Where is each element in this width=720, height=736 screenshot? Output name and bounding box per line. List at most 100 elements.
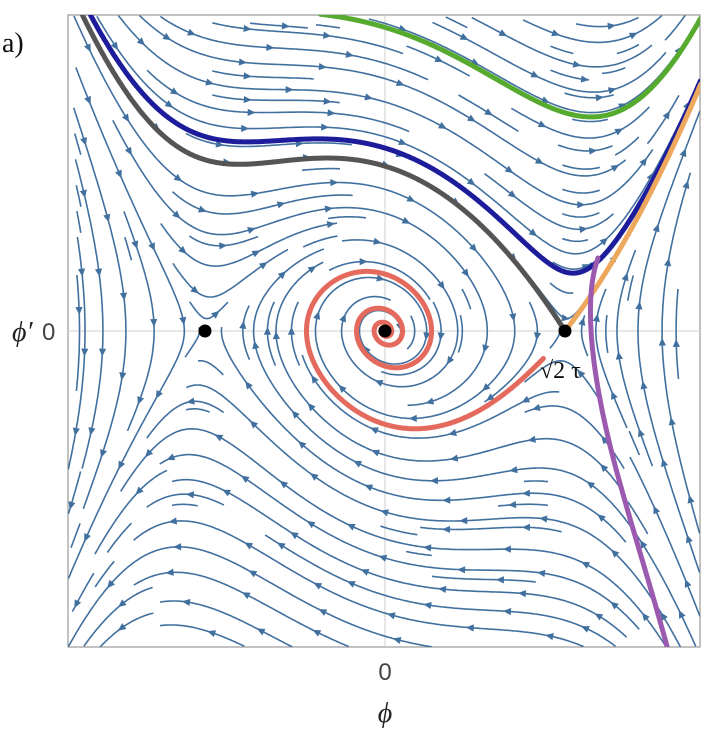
stream-arrow [635, 301, 643, 310]
stream-arrow [652, 223, 660, 233]
streamlines [68, 15, 700, 647]
stream-arrow [173, 173, 183, 182]
stream-arrow [682, 180, 690, 190]
stream-arrow [484, 108, 493, 116]
stream-arrow [186, 397, 195, 405]
stream-arrow [318, 609, 328, 616]
streamline [159, 624, 245, 647]
stream-arrow [437, 280, 445, 290]
stream-arrow [276, 542, 286, 550]
streamline [94, 469, 168, 555]
stream-arrow [534, 157, 544, 164]
streamline [146, 69, 410, 133]
panel-label: a) [2, 28, 24, 59]
streamline [250, 22, 308, 29]
streamline [212, 94, 340, 104]
trajectory [563, 81, 700, 333]
streamline [510, 106, 650, 139]
stream-arrow [353, 460, 363, 468]
stream-arrow [75, 306, 83, 315]
stream-arrow [178, 245, 187, 254]
stream-arrow [517, 590, 527, 598]
trajectories [79, 15, 700, 647]
stream-arrow [323, 97, 332, 105]
stream-arrow [398, 138, 407, 145]
stream-arrow [249, 420, 259, 429]
streamline [405, 550, 432, 557]
streamline [664, 15, 686, 41]
stream-arrow [306, 521, 316, 529]
streamline [431, 575, 536, 583]
stream-arrow [107, 579, 116, 589]
streamline [562, 164, 601, 170]
streamline [94, 560, 115, 588]
stream-arrow [528, 228, 538, 237]
streamline [302, 167, 341, 172]
streamline [133, 520, 584, 647]
stream-arrow [250, 190, 260, 198]
trajectory [87, 15, 700, 276]
stream-arrow [166, 453, 176, 461]
stream-arrow [668, 417, 676, 426]
streamline [302, 235, 338, 248]
stream-arrow [658, 337, 666, 346]
stream-arrow [124, 146, 132, 156]
stream-arrow [664, 258, 672, 267]
stream-arrow [346, 523, 356, 531]
y-axis-label: ϕ′ [12, 317, 33, 348]
stream-arrow [611, 391, 618, 400]
streamline [497, 503, 549, 507]
trajectory [317, 15, 700, 120]
stream-arrow [321, 123, 330, 131]
stream-arrow [551, 29, 560, 37]
stream-arrow [507, 190, 517, 198]
stream-arrow [660, 612, 668, 621]
streamline [171, 191, 353, 215]
streamline [68, 67, 186, 579]
stream-arrow [380, 509, 390, 517]
stream-arrow [168, 517, 178, 525]
streamline [146, 400, 225, 439]
stream-arrow [437, 585, 447, 594]
streamline [96, 15, 700, 255]
stream-arrow [256, 628, 266, 636]
stream-arrow [88, 427, 96, 436]
stream-arrow [311, 375, 319, 384]
stream-arrow [466, 177, 476, 186]
annotation: √2 τ [540, 358, 581, 384]
stream-arrow [561, 314, 570, 322]
stream-arrow [165, 568, 174, 576]
streamline [627, 275, 635, 301]
stream-arrow [258, 261, 268, 270]
stream-arrow [360, 569, 370, 576]
stream-arrow [610, 601, 619, 610]
stream-arrow [486, 393, 495, 401]
streamline [595, 288, 628, 429]
streamline [188, 301, 229, 320]
streamline [315, 24, 340, 29]
stream-arrow [684, 579, 692, 588]
stream-arrow [540, 96, 550, 103]
stream-arrow [118, 460, 126, 470]
stream-arrow [103, 213, 111, 223]
stream-arrow [376, 274, 385, 282]
stream-arrow [84, 95, 91, 105]
streamline [601, 67, 626, 75]
stream-arrow [187, 28, 196, 36]
stream-arrow [179, 316, 187, 326]
streamline [562, 188, 600, 194]
stream-arrow [532, 403, 541, 411]
stream-arrow [614, 128, 624, 136]
stream-arrow [119, 292, 128, 301]
streamline [73, 133, 82, 155]
stream-arrow [309, 473, 319, 481]
streamline [557, 144, 613, 152]
stream-arrow [442, 496, 451, 504]
stream-arrow [579, 225, 588, 234]
stream-arrow [84, 533, 91, 542]
stream-arrow [580, 75, 590, 83]
stream-arrow [313, 311, 321, 320]
stream-arrow [610, 164, 620, 172]
x-tick-label: 0 [378, 659, 391, 686]
stream-arrow [266, 43, 275, 52]
